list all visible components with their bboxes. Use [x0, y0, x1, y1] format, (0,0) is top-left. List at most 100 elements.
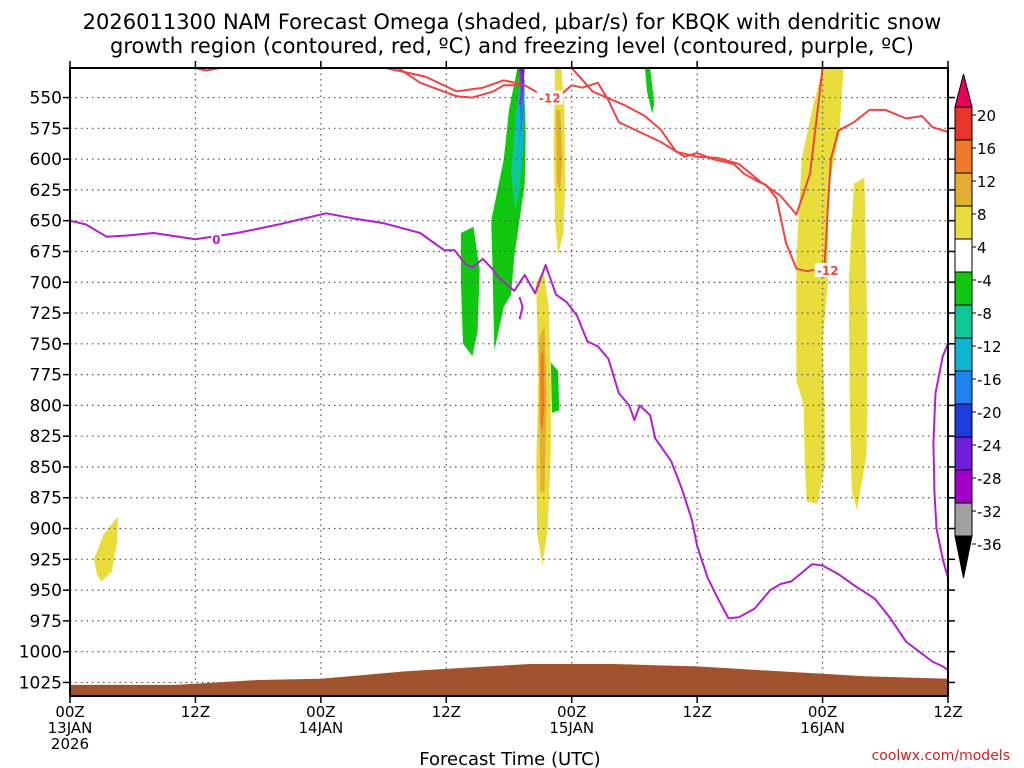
chart-title-line-2: growth region (contoured, red, ºC) and f… — [110, 34, 914, 58]
colorbar-tick-label: -8 — [977, 305, 992, 323]
contour-line-1 — [385, 68, 815, 273]
omega-shaded-region-1 — [460, 226, 480, 357]
colorbar-swatch — [954, 304, 973, 339]
y-tick-label: 575 — [30, 119, 62, 139]
contour-lines — [70, 68, 948, 671]
colorbar-tick-label: 20 — [977, 107, 996, 125]
contour-labels: -12 -12 0 — [211, 90, 841, 278]
contour-line-5 — [70, 212, 948, 671]
x-tick-label: 00Z — [557, 703, 586, 721]
colorbar-swatch — [954, 370, 973, 405]
contour-label-background — [536, 90, 563, 105]
y-tick-label: 625 — [30, 181, 62, 201]
colorbar-swatch — [954, 205, 973, 240]
y-tick-label: 1000 — [19, 643, 62, 663]
contour-label-background — [814, 262, 841, 277]
y-tick-label: 950 — [30, 581, 62, 601]
omega-shaded-region-0 — [94, 516, 119, 582]
contour-line-7 — [518, 296, 524, 320]
colorbar-swatch — [954, 172, 973, 207]
y-tick-label: 800 — [30, 396, 62, 416]
omega-shading — [94, 68, 868, 582]
y-tick-label: 975 — [30, 612, 62, 632]
contour-value-label: -12 — [817, 264, 839, 278]
terrain-profile — [70, 664, 948, 696]
colorbar-swatch — [954, 238, 973, 273]
colorbar-swatch — [954, 106, 973, 141]
grid-lines — [70, 68, 948, 696]
x-tick-label: 12Z — [682, 703, 711, 721]
colorbar-tick-label: -24 — [977, 437, 1002, 455]
colorbar-top-triangle — [954, 73, 973, 108]
contour-line-2 — [397, 68, 520, 99]
credit-text: coolwx.com/models — [872, 748, 1010, 764]
x-tick-label: 00Z — [55, 703, 84, 721]
x-tick-label: 12Z — [432, 703, 461, 721]
contour-value-label: 0 — [212, 233, 220, 247]
y-tick-label: 650 — [30, 212, 62, 232]
plot-frame — [69, 67, 949, 697]
contour-line-4 — [817, 108, 948, 271]
colorbar-legend: 20 16 12 8 4 -4 -8 -12 -16 -20 -24 -28 -32 -36 — [954, 73, 1002, 579]
omega-shaded-region-12 — [556, 109, 563, 190]
colorbar-tick-label: -28 — [977, 470, 1002, 488]
colorbar-swatch — [954, 139, 973, 174]
y-tick-label: 550 — [30, 89, 62, 109]
colorbar-tick-label: -32 — [977, 503, 1002, 521]
contour-label-background — [211, 232, 222, 247]
colorbar-swatch — [954, 271, 973, 306]
colorbar-swatch — [954, 436, 973, 471]
x-tick-label: 15JAN — [549, 719, 594, 737]
colorbar-swatch — [954, 403, 973, 438]
omega-shaded-region-14 — [796, 68, 844, 504]
omega-shaded-region-5 — [519, 79, 525, 135]
colorbar-tick-label: -16 — [977, 371, 1002, 389]
terrain-fill — [70, 664, 948, 696]
omega-shaded-region-13 — [644, 68, 655, 114]
contour-line-8 — [932, 343, 948, 579]
y-tick-label: 600 — [30, 150, 62, 170]
x-axis-title: Forecast Time (UTC) — [419, 749, 600, 768]
colorbar-tick-label: -20 — [977, 404, 1002, 422]
colorbar-swatch — [954, 469, 973, 504]
y-tick-label: 875 — [30, 489, 62, 509]
colorbar-swatch — [954, 502, 973, 537]
y-tick-label: 1025 — [19, 673, 62, 693]
colorbar-swatch — [954, 337, 973, 372]
x-tick-label: 00Z — [808, 703, 837, 721]
colorbar-tick-label: -36 — [977, 536, 1002, 554]
colorbar-tick-label: -12 — [977, 338, 1002, 356]
colorbar-tick-label: 8 — [977, 206, 987, 224]
contour-value-label: -12 — [539, 92, 561, 106]
y-tick-label: 750 — [30, 335, 62, 355]
x-tick-label: 13JAN — [48, 719, 93, 737]
colorbar-tick-label: 4 — [977, 239, 987, 257]
x-tick-label: 12Z — [933, 703, 962, 721]
omega-shaded-region-15 — [848, 177, 868, 511]
colorbar-tick-label: 12 — [977, 173, 996, 191]
y-tick-label: 725 — [30, 304, 62, 324]
colorbar-bottom-triangle — [954, 535, 973, 579]
y-axis-ticks: 550 575 600 625 650 675 700 725 750 775 800 825 850 8… — [19, 89, 955, 693]
omega-shaded-region-7 — [550, 362, 560, 413]
x-tick-label: 2026 — [51, 735, 89, 753]
y-tick-label: 900 — [30, 520, 62, 540]
x-tick-label: 14JAN — [298, 719, 343, 737]
y-tick-label: 675 — [30, 242, 62, 262]
omega-shaded-region-10 — [540, 350, 545, 430]
x-tick-label: 16JAN — [800, 719, 845, 737]
y-tick-label: 700 — [30, 273, 62, 293]
colorbar-tick-label: 16 — [977, 140, 996, 158]
y-tick-label: 850 — [30, 458, 62, 478]
y-tick-label: 775 — [30, 366, 62, 386]
x-tick-label: 12Z — [181, 703, 210, 721]
y-tick-label: 925 — [30, 550, 62, 570]
contour-line-3 — [570, 68, 824, 216]
chart-title-line-1: 2026011300 NAM Forecast Omega (shaded, μ… — [83, 10, 942, 34]
colorbar-tick-label: -4 — [977, 272, 992, 290]
y-tick-label: 825 — [30, 427, 62, 447]
contour-line-6 — [518, 68, 524, 106]
x-tick-label: 00Z — [306, 703, 335, 721]
